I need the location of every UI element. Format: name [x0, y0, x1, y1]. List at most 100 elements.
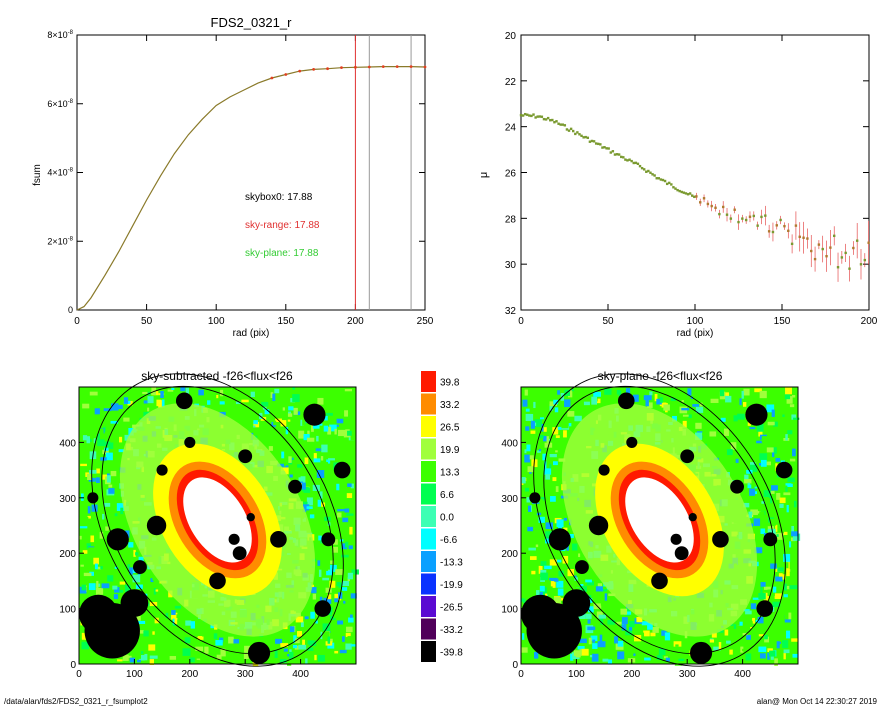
noise-patch [791, 414, 797, 420]
mu-point [817, 243, 821, 246]
noise-patch [539, 592, 543, 597]
noise-patch [564, 399, 571, 408]
masked-source [79, 594, 118, 634]
noise-patch [524, 389, 528, 396]
noise-patch [527, 526, 534, 532]
mu-point [540, 115, 544, 118]
noise-patch [771, 409, 775, 417]
noise-patch [329, 564, 337, 572]
masked-source [730, 479, 744, 494]
noise-patch [664, 632, 671, 641]
mu-point [663, 179, 667, 183]
mu-point [806, 237, 809, 240]
fsum-plot-frame [76, 34, 426, 311]
mu-point [630, 159, 633, 163]
noise-patch [755, 511, 763, 514]
noise-patch [563, 517, 568, 521]
noise-patch [546, 436, 549, 443]
noise-patch [253, 420, 258, 425]
noise-patch [156, 627, 161, 636]
masked-source [133, 560, 147, 574]
noise-patch [527, 466, 534, 473]
noise-patch [102, 449, 109, 455]
noise-patch [535, 544, 539, 548]
noise-patch [110, 420, 119, 424]
noise-patch [90, 419, 94, 428]
noise-patch [754, 488, 759, 492]
noise-patch [534, 419, 543, 428]
mu-point [779, 218, 782, 222]
noise-patch [774, 477, 781, 484]
mu-point [611, 150, 615, 153]
noise-patch [536, 512, 542, 516]
colorbar-swatch [421, 416, 436, 437]
noise-patch [787, 430, 793, 435]
noise-patch [541, 423, 544, 432]
noise-patch [336, 483, 340, 491]
fsum-x-tick-label: 100 [208, 316, 225, 327]
noise-patch [285, 426, 289, 435]
masked-source [575, 560, 589, 574]
noise-patch [129, 657, 136, 663]
noise-patch [647, 402, 653, 408]
noise-patch [348, 617, 354, 623]
mu-point [725, 213, 729, 216]
noise-patch [524, 449, 527, 454]
noise-patch [768, 496, 773, 504]
noise-patch [123, 397, 129, 404]
noise-patch [79, 526, 88, 529]
noise-patch [783, 653, 786, 660]
noise-patch [287, 413, 293, 417]
noise-patch [165, 612, 169, 619]
noise-patch [133, 549, 136, 557]
mu-point [790, 242, 794, 246]
noise-patch [271, 427, 274, 431]
fsum-series-points [270, 65, 427, 80]
noise-patch [184, 637, 191, 644]
noise-patch [754, 388, 762, 393]
noise-patch [726, 640, 731, 644]
noise-patch [197, 636, 204, 640]
mu-y-tick-label: 24 [505, 123, 517, 134]
noise-patch [329, 424, 337, 432]
noise-patch [758, 593, 766, 600]
noise-patch [577, 646, 585, 650]
noise-patch [718, 642, 722, 650]
noise-patch [785, 483, 792, 486]
mu-point [718, 212, 721, 216]
noise-patch [545, 537, 551, 544]
noise-patch [737, 621, 743, 626]
mu-point [672, 186, 675, 189]
noise-patch [80, 463, 87, 467]
noise-patch [323, 597, 332, 605]
noise-patch [777, 567, 784, 572]
noise-patch [97, 432, 100, 440]
noise-patch [750, 603, 757, 610]
fsum-y-tick-label: 6×10-8 [47, 99, 73, 109]
noise-patch [744, 621, 753, 627]
noise-patch [616, 389, 620, 395]
noise-patch [339, 649, 347, 654]
noise-patch [786, 630, 791, 639]
noise-patch [298, 430, 305, 439]
noise-patch [144, 653, 148, 661]
colorbar-swatch [421, 596, 436, 617]
noise-patch [243, 652, 249, 660]
noise-patch [557, 588, 564, 596]
mu-point [615, 153, 619, 156]
noise-patch [545, 474, 551, 480]
noise-patch [289, 651, 294, 660]
mu-point [636, 162, 640, 165]
noise-patch [152, 631, 155, 635]
annotation-skybox0: skybox0: 17.88 [245, 192, 313, 203]
colorbar-label: 33.2 [440, 400, 460, 411]
noise-patch [317, 499, 321, 507]
noise-patch [310, 611, 315, 619]
sky-subtracted-x-tick-label: 0 [76, 669, 82, 680]
noise-patch [747, 484, 752, 489]
noise-patch [699, 402, 703, 407]
noise-patch [778, 573, 783, 577]
noise-patch [542, 435, 547, 442]
noise-patch [326, 459, 329, 463]
noise-patch [529, 455, 534, 460]
